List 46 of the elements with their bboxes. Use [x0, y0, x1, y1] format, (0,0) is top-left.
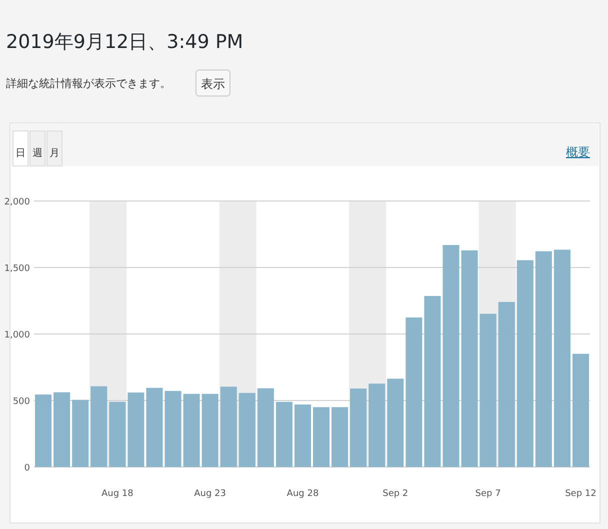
bar — [128, 392, 144, 467]
bar — [332, 407, 348, 467]
y-tick-label: 0 — [24, 464, 30, 474]
bar — [387, 378, 404, 467]
bar — [257, 388, 274, 467]
text: 表示 — [201, 77, 225, 91]
x-tick-label: Sep 2 — [382, 489, 408, 499]
bar — [164, 390, 182, 467]
x-tick-label: Sep 12 — [565, 489, 596, 499]
bar — [202, 394, 218, 467]
bar — [54, 392, 70, 467]
bar — [368, 384, 386, 467]
chart-title: 2019年9月12日、3:49 PM — [6, 31, 244, 53]
text: 日 — [16, 148, 26, 159]
bar — [220, 386, 237, 467]
bar — [442, 245, 460, 467]
bar — [72, 400, 89, 467]
bar — [480, 314, 496, 467]
bar — [90, 386, 108, 467]
bar — [498, 302, 515, 467]
text: 月 — [50, 148, 60, 159]
y-tick-label: 1,000 — [4, 330, 30, 340]
text: 詳細な統計情報が表示できます。 — [6, 77, 171, 90]
x-tick-label: Aug 18 — [101, 489, 134, 499]
bar — [535, 251, 552, 467]
text: 週 — [32, 148, 42, 159]
bar — [146, 388, 163, 467]
bar — [554, 250, 570, 467]
bar — [238, 392, 256, 467]
x-tick-label: Aug 23 — [194, 489, 226, 499]
bar — [276, 402, 292, 467]
bar — [294, 404, 311, 467]
bar — [35, 394, 52, 467]
y-tick-label: 1,500 — [4, 264, 30, 274]
text: 概要 — [566, 145, 590, 159]
x-tick-label: Aug 28 — [286, 489, 319, 499]
bar — [406, 318, 422, 467]
bar — [350, 388, 367, 467]
x-tick-label: Sep 7 — [475, 489, 501, 499]
bar — [109, 402, 126, 467]
bar — [424, 296, 441, 467]
bar — [313, 407, 330, 467]
y-tick-label: 500 — [12, 397, 30, 407]
bar — [183, 394, 200, 467]
y-tick-label: 2,000 — [4, 198, 30, 208]
bar — [572, 354, 589, 467]
